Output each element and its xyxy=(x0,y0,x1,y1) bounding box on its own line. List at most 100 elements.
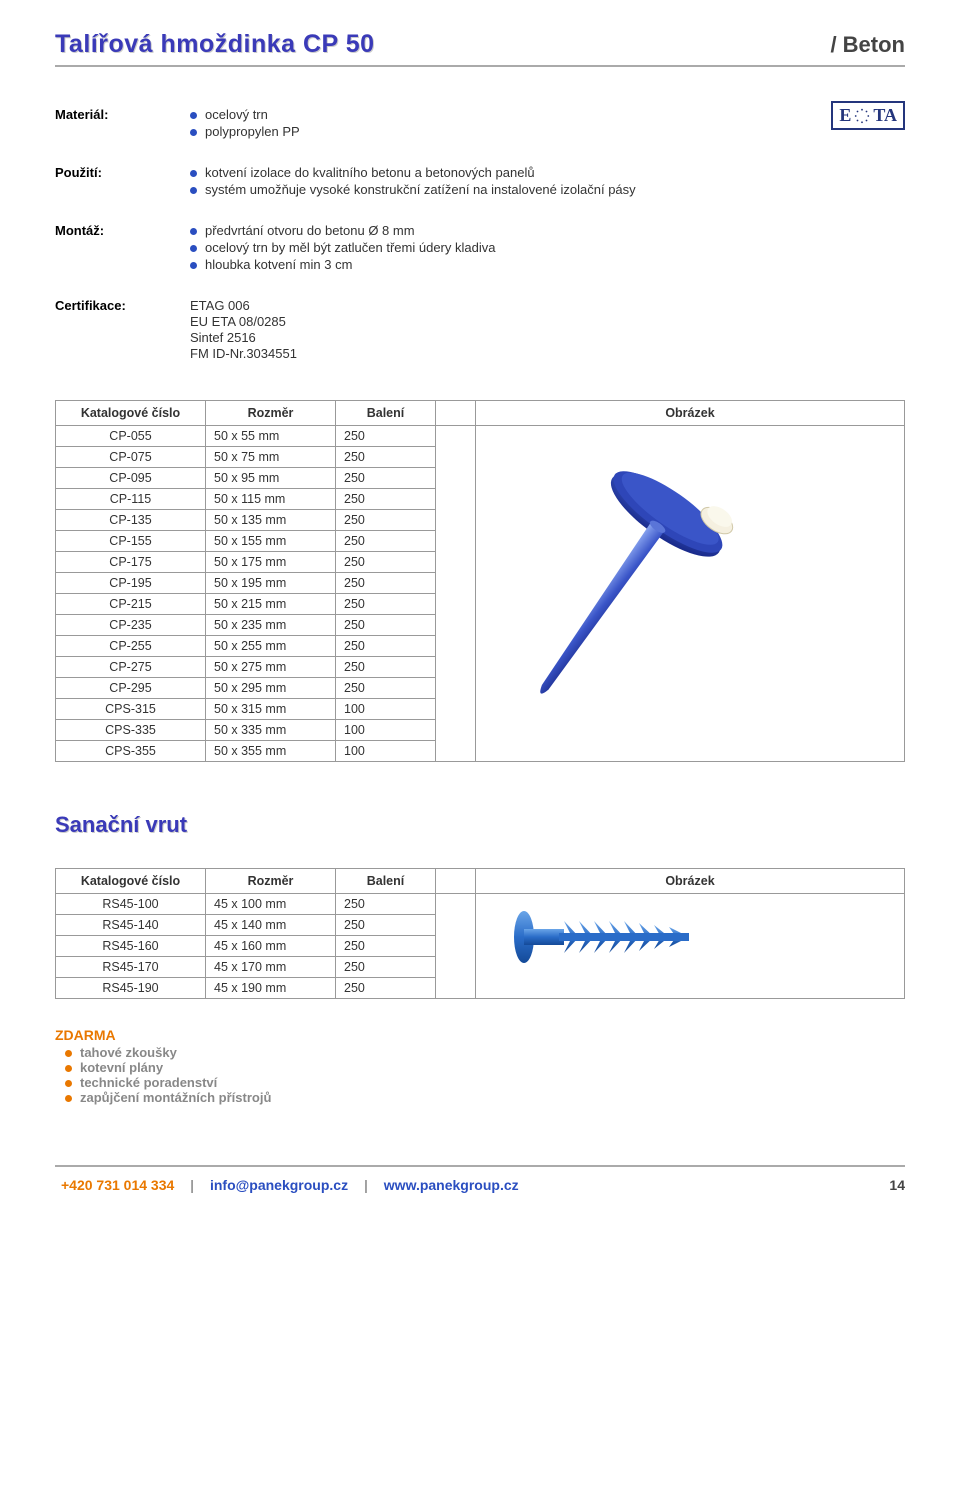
bullet-icon xyxy=(190,187,197,194)
spec-label: Materiál: xyxy=(55,107,190,122)
bullet-text: polypropylen PP xyxy=(205,124,300,139)
spec-row: Materiál: ocelový trn polypropylen PP xyxy=(55,107,905,141)
table-cell: CP-235 xyxy=(56,615,206,636)
bullet-text: předvrtání otvoru do betonu Ø 8 mm xyxy=(205,223,415,238)
table-cell: CP-255 xyxy=(56,636,206,657)
bullet-icon xyxy=(65,1065,72,1072)
table-header: Rozměr xyxy=(206,401,336,426)
footer-page-number: 14 xyxy=(889,1177,905,1193)
product-image-cell xyxy=(476,426,905,762)
table-cell: CP-195 xyxy=(56,573,206,594)
page-title: Talířová hmoždinka CP 50 xyxy=(55,30,375,59)
table-cell: 50 x 335 mm xyxy=(206,720,336,741)
zdarma-item: zapůjčení montážních přístrojů xyxy=(65,1090,905,1105)
table-cell: RS45-100 xyxy=(56,894,206,915)
zdarma-block: ZDARMA tahové zkouškykotevní plánytechni… xyxy=(55,1027,905,1105)
table-cell: 250 xyxy=(336,615,436,636)
table-cell: 250 xyxy=(336,915,436,936)
cert-line: EU ETA 08/0285 xyxy=(190,314,905,329)
table-cell: CP-215 xyxy=(56,594,206,615)
zdarma-item: kotevní plány xyxy=(65,1060,905,1075)
section-title-2: Sanační vrut xyxy=(55,812,905,838)
zdarma-list: tahové zkouškykotevní plánytechnické por… xyxy=(55,1045,905,1105)
table-cell: 50 x 115 mm xyxy=(206,489,336,510)
bullet-icon xyxy=(190,262,197,269)
table-cell: 50 x 155 mm xyxy=(206,531,336,552)
bullet-icon xyxy=(65,1095,72,1102)
footer-sep-2: | xyxy=(364,1177,368,1193)
spec-body: předvrtání otvoru do betonu Ø 8 mm ocelov… xyxy=(190,223,905,274)
table-cell: 250 xyxy=(336,894,436,915)
table-cell: CP-135 xyxy=(56,510,206,531)
table-cell: 250 xyxy=(336,552,436,573)
table-spacer xyxy=(436,894,476,999)
table-cell: 50 x 315 mm xyxy=(206,699,336,720)
zdarma-item: tahové zkoušky xyxy=(65,1045,905,1060)
bullet-text: ocelový trn xyxy=(205,107,268,122)
table-cell: 50 x 175 mm xyxy=(206,552,336,573)
table-cell: 250 xyxy=(336,594,436,615)
bullet-icon xyxy=(190,112,197,119)
table-cell: 45 x 190 mm xyxy=(206,978,336,999)
bullet-line: systém umožňuje vysoké konstrukční zatíž… xyxy=(190,182,905,197)
table-cell: CP-055 xyxy=(56,426,206,447)
table-cell: CPS-335 xyxy=(56,720,206,741)
spec-row: Certifikace:ETAG 006EU ETA 08/0285Sintef… xyxy=(55,298,905,362)
footer-sep-1: | xyxy=(190,1177,194,1193)
bullet-line: ocelový trn xyxy=(190,107,905,122)
table-cell: 50 x 195 mm xyxy=(206,573,336,594)
anchor-illustration xyxy=(484,429,744,749)
table-cell: CPS-355 xyxy=(56,741,206,762)
screw-illustration xyxy=(484,897,744,977)
bullet-text: systém umožňuje vysoké konstrukční zatíž… xyxy=(205,182,636,197)
table-cell: 250 xyxy=(336,936,436,957)
table-cell: 250 xyxy=(336,447,436,468)
bullet-line: ocelový trn by měl být zatlučen třemi úd… xyxy=(190,240,905,255)
table-cell: CP-155 xyxy=(56,531,206,552)
table-cell: 50 x 75 mm xyxy=(206,447,336,468)
table-cell: 50 x 235 mm xyxy=(206,615,336,636)
footer-email: info@panekgroup.cz xyxy=(210,1177,348,1193)
page-category: / Beton xyxy=(830,32,905,58)
zdarma-text: technické poradenství xyxy=(80,1075,217,1090)
bullet-icon xyxy=(190,129,197,136)
bullet-icon xyxy=(190,245,197,252)
bullet-text: hloubka kotvení min 3 cm xyxy=(205,257,352,272)
zdarma-title: ZDARMA xyxy=(55,1027,905,1043)
table-spacer xyxy=(436,426,476,762)
zdarma-text: zapůjčení montážních přístrojů xyxy=(80,1090,271,1105)
table-cell: CP-275 xyxy=(56,657,206,678)
table-header: Balení xyxy=(336,869,436,894)
cert-lines: ETAG 006EU ETA 08/0285Sintef 2516FM ID-N… xyxy=(190,298,905,361)
table-cell: 50 x 215 mm xyxy=(206,594,336,615)
table-cell: CP-075 xyxy=(56,447,206,468)
table-header xyxy=(436,401,476,426)
eta-badge: E TA xyxy=(831,101,905,130)
spec-label: Certifikace: xyxy=(55,298,190,313)
page-footer: +420 731 014 334 | info@panekgroup.cz | … xyxy=(55,1165,905,1193)
spec-body: kotvení izolace do kvalitního betonu a b… xyxy=(190,165,905,199)
table-cell: CP-115 xyxy=(56,489,206,510)
spec-row: Použití:kotvení izolace do kvalitního be… xyxy=(55,165,905,199)
table-cell: 250 xyxy=(336,573,436,594)
bullet-line: hloubka kotvení min 3 cm xyxy=(190,257,905,272)
spec-body: ocelový trn polypropylen PP xyxy=(190,107,905,141)
table-cell: 50 x 55 mm xyxy=(206,426,336,447)
page-header: Talířová hmoždinka CP 50 / Beton xyxy=(55,30,905,67)
table-cell: RS45-190 xyxy=(56,978,206,999)
bullet-line: kotvení izolace do kvalitního betonu a b… xyxy=(190,165,905,180)
table-cell: 50 x 355 mm xyxy=(206,741,336,762)
table-cell: RS45-160 xyxy=(56,936,206,957)
table-cell: CP-295 xyxy=(56,678,206,699)
table-cell: 250 xyxy=(336,957,436,978)
bullet-icon xyxy=(190,170,197,177)
table-cell: 50 x 95 mm xyxy=(206,468,336,489)
bullet-text: ocelový trn by měl být zatlučen třemi úd… xyxy=(205,240,495,255)
table-cell: RS45-170 xyxy=(56,957,206,978)
spec-label: Montáž: xyxy=(55,223,190,238)
bullet-icon xyxy=(65,1080,72,1087)
footer-contacts: +420 731 014 334 | info@panekgroup.cz | … xyxy=(55,1177,525,1193)
table-cell: 50 x 135 mm xyxy=(206,510,336,531)
table-row: CP-05550 x 55 mm250 xyxy=(56,426,905,447)
bullet-icon xyxy=(190,228,197,235)
